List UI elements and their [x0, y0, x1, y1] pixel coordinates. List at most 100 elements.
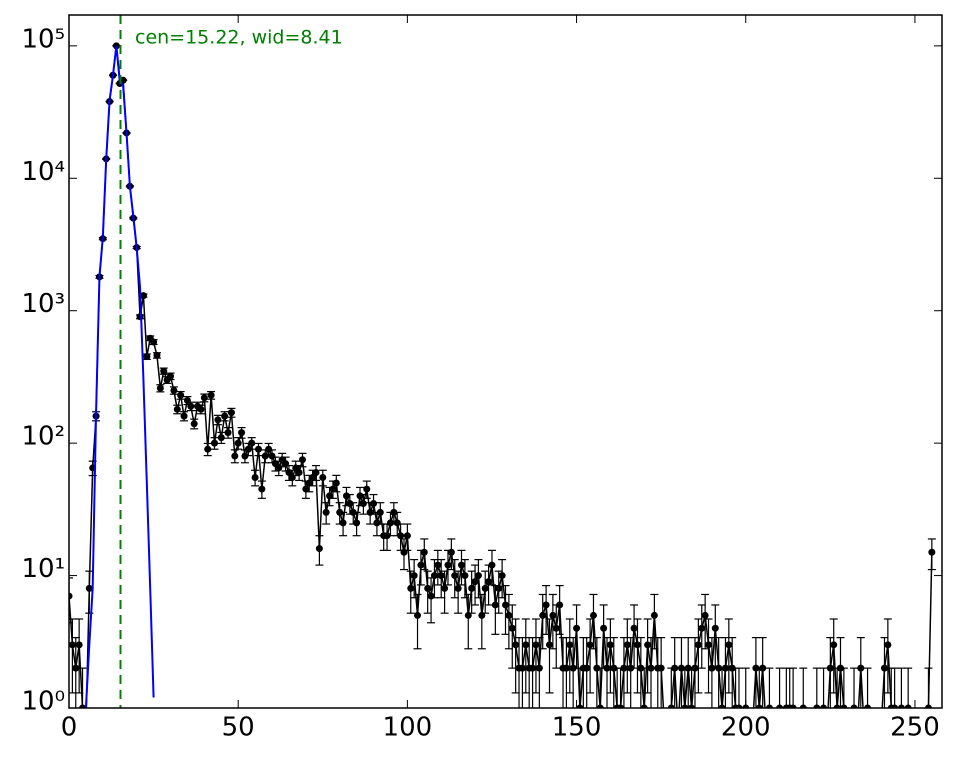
data-point: [258, 485, 266, 493]
data-point: [234, 439, 242, 447]
data-point: [600, 624, 608, 632]
data-point: [180, 412, 188, 420]
data-point: [397, 532, 405, 540]
data-point: [833, 704, 841, 708]
data-point: [451, 572, 459, 580]
data-point: [759, 664, 767, 672]
data-point: [518, 664, 526, 672]
data-point: [884, 641, 892, 649]
y-tick-label: 10⁴: [21, 157, 65, 187]
data-point: [644, 641, 652, 649]
data-point: [532, 641, 540, 649]
data-point: [437, 572, 445, 580]
data-point: [897, 704, 905, 708]
data-point: [217, 434, 225, 442]
data-point: [204, 445, 212, 453]
data-point: [329, 485, 337, 493]
data-point: [488, 561, 496, 569]
data-point: [522, 641, 530, 649]
data-point: [211, 439, 218, 447]
data-point: [332, 479, 340, 487]
x-tick-label: 150: [552, 713, 602, 743]
data-point: [650, 611, 658, 619]
data-point: [224, 429, 232, 437]
data-point: [366, 508, 374, 516]
plot-frame: [68, 14, 943, 709]
data-point: [414, 611, 422, 619]
data-point: [576, 704, 584, 708]
data-point: [207, 391, 215, 399]
data-point: [566, 641, 574, 649]
data-point: [688, 704, 696, 708]
data-point: [403, 532, 411, 540]
data-point: [721, 664, 729, 672]
data-point: [342, 492, 350, 500]
data-point: [177, 391, 185, 399]
y-tick-label: 10⁰: [21, 687, 65, 717]
data-point: [667, 704, 675, 708]
data-point: [820, 704, 828, 708]
data-point: [353, 519, 361, 527]
data-point: [386, 519, 394, 527]
x-tick-label: 100: [383, 713, 433, 743]
data-point: [417, 561, 425, 569]
data-point: [606, 641, 614, 649]
data-point: [880, 664, 888, 672]
x-tick-label: 50: [222, 713, 255, 743]
data-point: [197, 405, 205, 413]
data-point: [508, 624, 516, 632]
data-point: [813, 704, 821, 708]
data-point: [718, 704, 726, 708]
data-point: [248, 439, 256, 447]
data-point: [633, 641, 641, 649]
data-point: [190, 420, 198, 428]
data-point: [701, 611, 709, 619]
data-point: [221, 412, 229, 420]
data-point: [776, 704, 784, 708]
data-point: [231, 452, 239, 460]
data-point: [596, 704, 604, 708]
data-point: [430, 572, 438, 580]
data-point: [227, 409, 235, 417]
data-point: [160, 367, 168, 375]
data-point: [545, 641, 553, 649]
x-tick-label: 250: [890, 713, 940, 743]
data-point: [302, 485, 310, 493]
data-point: [505, 611, 513, 619]
data-point: [755, 704, 763, 708]
data-point: [410, 572, 418, 580]
data-point: [623, 641, 631, 649]
data-point: [481, 584, 489, 592]
data-point: [458, 561, 466, 569]
data-point: [214, 416, 222, 424]
data-point: [305, 479, 313, 487]
data-point: [376, 508, 384, 516]
data-point: [562, 664, 570, 672]
data-point: [295, 469, 303, 477]
data-point: [928, 548, 936, 556]
data-point: [657, 664, 665, 672]
data-point: [474, 572, 482, 580]
data-point: [603, 664, 611, 672]
data-point: [502, 601, 509, 609]
data-point: [583, 664, 591, 672]
data-point: [167, 372, 175, 380]
data-point: [681, 704, 689, 708]
data-point: [156, 384, 164, 392]
data-point: [471, 578, 479, 586]
data-point: [826, 664, 834, 672]
data-point: [857, 664, 865, 672]
data-point: [315, 545, 323, 553]
data-point: [346, 500, 354, 508]
data-point: [705, 641, 713, 649]
data-point: [441, 584, 449, 592]
data-point: [265, 445, 273, 453]
data-point: [359, 500, 367, 508]
data-point: [434, 561, 442, 569]
data-point: [373, 519, 381, 527]
data-point: [339, 519, 347, 527]
data-point: [840, 704, 848, 708]
data-point: [542, 601, 550, 609]
